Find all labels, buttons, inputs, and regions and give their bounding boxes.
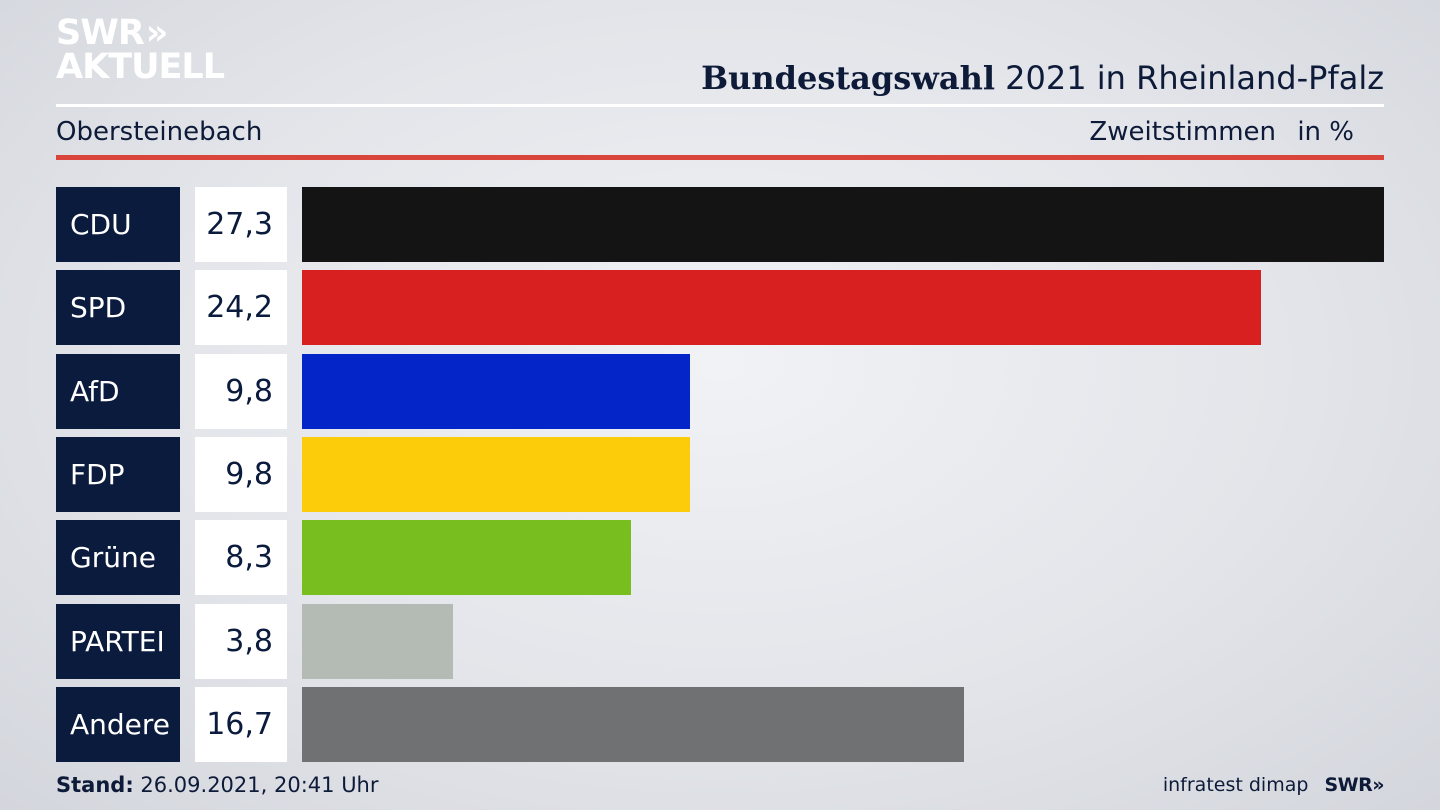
timestamp: Stand: 26.09.2021, 20:41 Uhr [56,770,379,800]
party-label-grne: Grüne [56,520,180,595]
bar-row-grne: Grüne 8,3 [56,520,1384,595]
value-label-fdp: 9,8 [195,437,287,512]
value-label-afd: 9,8 [195,354,287,429]
party-label-partei: PARTEI [56,604,180,679]
bar-row-cdu: CDU 27,3 [56,187,1384,262]
logo-line-aktuell: AKTUELL [56,47,225,87]
source-name: infratest dimap [1162,774,1309,796]
vote-type-label: Zweitstimmen [1089,117,1276,147]
bar-cdu [302,187,1384,262]
party-label-cdu: CDU [56,187,180,262]
bar-row-spd: SPD 24,2 [56,270,1384,345]
bar-partei [302,604,453,679]
bar-row-afd: AfD 9,8 [56,354,1384,429]
value-label-partei: 3,8 [195,604,287,679]
value-label-andere: 16,7 [195,687,287,762]
bar-grne [302,520,631,595]
party-label-spd: SPD [56,270,180,345]
header-divider [56,104,1384,107]
value-label-spd: 24,2 [195,270,287,345]
subheader-divider [56,155,1384,160]
party-label-fdp: FDP [56,437,180,512]
unit-label: in % [1297,117,1354,147]
bar-row-andere: Andere 16,7 [56,687,1384,762]
swr-aktuell-logo: SWR» AKTUELL [56,13,225,87]
timestamp-value: 26.09.2021, 20:41 Uhr [140,773,379,797]
timestamp-label: Stand: [56,773,134,797]
bar-chart: CDU 27,3 SPD 24,2 AfD 9,8 FDP 9,8 Grüne 8,3 PARTEI… [56,187,1384,762]
swr-brand-logo: SWR» [1324,774,1384,796]
bar-spd [302,270,1261,345]
chart-title: Bundestagswahl 2021 in Rheinland-Pfalz [701,56,1384,100]
logo-line-swr: SWR» [56,13,168,53]
value-label-cdu: 27,3 [195,187,287,262]
source-credit: infratest dimap SWR» [1162,770,1385,800]
party-label-andere: Andere [56,687,180,762]
location-label: Obersteinebach [56,117,263,147]
value-label-grne: 8,3 [195,520,287,595]
bar-fdp [302,437,690,512]
bar-andere [302,687,964,762]
bar-row-fdp: FDP 9,8 [56,437,1384,512]
bar-row-partei: PARTEI 3,8 [56,604,1384,679]
chart-title-bold: Bundestagswahl [701,59,995,97]
bar-afd [302,354,690,429]
chart-title-rest: 2021 in Rheinland-Pfalz [1005,59,1384,97]
party-label-afd: AfD [56,354,180,429]
